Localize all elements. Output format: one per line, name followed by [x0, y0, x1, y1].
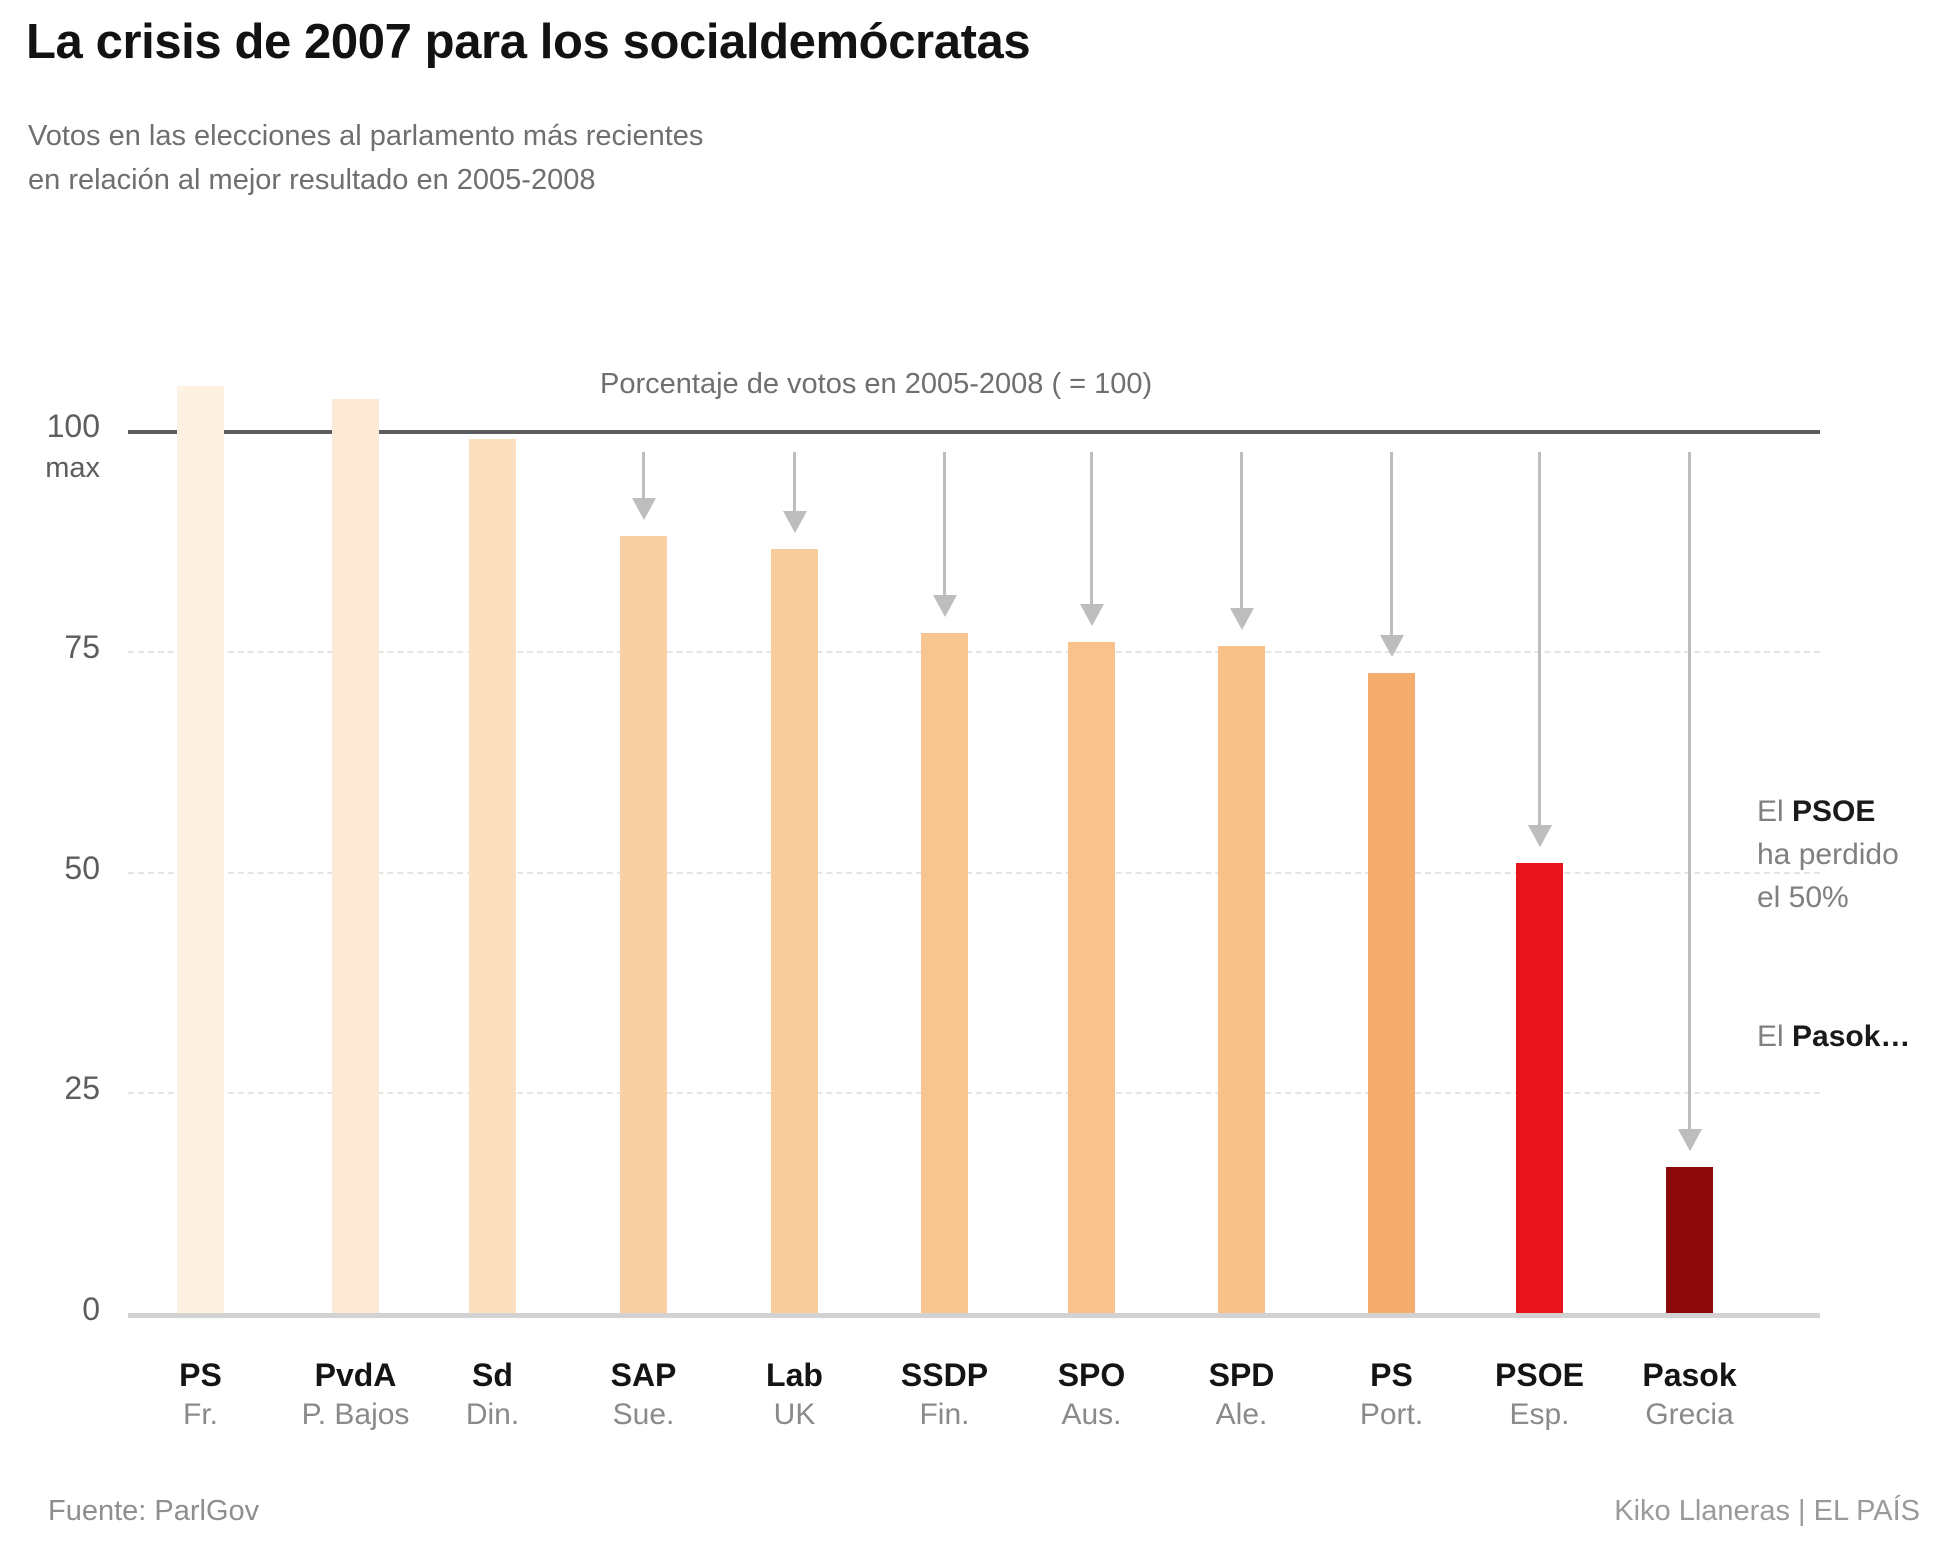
- category-label-6: SPO Aus.: [997, 1355, 1187, 1435]
- category-label-9: PSOE Esp.: [1445, 1355, 1635, 1435]
- drop-arrow-6: [1068, 452, 1115, 626]
- category-party-6: SPO: [1057, 1357, 1126, 1393]
- category-party-9: PSOE: [1495, 1357, 1584, 1393]
- category-label-8: PS Port.: [1297, 1355, 1487, 1435]
- category-party-2: Sd: [472, 1357, 513, 1393]
- drop-arrow-head-3: [631, 497, 656, 520]
- bar-sap-3[interactable]: [620, 535, 667, 1313]
- category-party-0: PS: [179, 1357, 222, 1393]
- category-label-10: Pasok Grecia: [1595, 1355, 1785, 1435]
- bar-spd-7[interactable]: [1218, 646, 1265, 1313]
- callout-pasok-line-1: El Pasok…: [1757, 1020, 1911, 1053]
- drop-arrow-head-4: [782, 511, 807, 534]
- gridline-75: [128, 650, 1820, 653]
- credit-label: Kiko Llaneras | EL PAÍS: [1614, 1495, 1920, 1527]
- bar-ps-0[interactable]: [177, 385, 224, 1313]
- bar-pvda-1[interactable]: [332, 399, 379, 1313]
- y-tick-max-sublabel: max: [45, 452, 100, 484]
- category-country-0: Fr.: [183, 1398, 218, 1431]
- drop-arrow-head-5: [932, 595, 957, 618]
- page-subtitle: Votos en las elecciones al parlamento má…: [28, 114, 703, 202]
- subtitle-line-1: Votos en las elecciones al parlamento má…: [28, 120, 704, 152]
- category-country-5: Fin.: [919, 1398, 970, 1431]
- drop-arrow-shaft-5: [943, 452, 946, 596]
- y-tick-100: 100: [46, 408, 100, 444]
- callout-arrow-head-9: [1527, 824, 1552, 847]
- drop-arrow-head-8: [1379, 634, 1404, 657]
- gridline-50: [128, 871, 1820, 874]
- drop-arrow-shaft-3: [642, 452, 645, 498]
- category-party-3: SAP: [610, 1357, 677, 1393]
- drop-arrow-shaft-6: [1090, 452, 1093, 604]
- source-label: Fuente: ParlGov: [48, 1495, 260, 1527]
- callout-psoe-line-3: el 50%: [1757, 881, 1849, 914]
- bar-psoe-9[interactable]: [1516, 862, 1563, 1313]
- category-party-1: PvdA: [314, 1357, 397, 1393]
- callout-arrow-shaft-10: [1688, 452, 1691, 1130]
- subtitle-line-2: en relación al mejor resultado en 2005-2…: [28, 164, 596, 196]
- bar-sd-2[interactable]: [469, 438, 516, 1313]
- y-tick-0: 0: [82, 1291, 100, 1327]
- callout-arrow-shaft-9: [1538, 452, 1541, 825]
- y-tick-25: 25: [64, 1070, 100, 1107]
- category-country-3: Sue.: [612, 1398, 675, 1431]
- bar-ssdp-5[interactable]: [921, 633, 968, 1313]
- drop-arrow-7: [1218, 452, 1265, 631]
- category-country-10: Grecia: [1645, 1398, 1734, 1431]
- drop-arrow-8: [1368, 452, 1415, 657]
- callout-arrow-9: [1516, 452, 1563, 847]
- page-title: La crisis de 2007 para los socialdemócra…: [26, 15, 1031, 69]
- category-label-3: SAP Sue.: [549, 1355, 739, 1435]
- drop-arrow-5: [921, 452, 968, 618]
- category-label-0: PS Fr.: [106, 1355, 296, 1435]
- category-party-7: SPD: [1208, 1357, 1275, 1393]
- category-country-7: Ale.: [1215, 1398, 1268, 1431]
- reference-line-100: [128, 430, 1820, 434]
- callout-psoe: El PSOE ha perdido el 50%: [1757, 790, 1899, 919]
- category-country-8: Port.: [1359, 1398, 1424, 1431]
- drop-arrow-4: [771, 452, 818, 534]
- drop-arrow-3: [620, 452, 667, 520]
- category-country-6: Aus.: [1061, 1398, 1122, 1431]
- category-label-4: Lab UK: [700, 1355, 890, 1435]
- category-label-7: SPD Ale.: [1147, 1355, 1337, 1435]
- drop-arrow-shaft-4: [793, 452, 796, 512]
- x-axis-baseline: [128, 1313, 1820, 1318]
- bar-pasok-10[interactable]: [1666, 1167, 1713, 1313]
- gridline-25: [128, 1092, 1820, 1095]
- drop-arrow-head-7: [1229, 608, 1254, 631]
- callout-psoe-line-2: ha perdido: [1757, 838, 1899, 871]
- category-party-4: Lab: [766, 1357, 823, 1393]
- callout-pasok: El Pasok…: [1757, 1015, 1910, 1058]
- category-party-5: SSDP: [900, 1357, 989, 1393]
- bar-spo-6[interactable]: [1068, 641, 1115, 1313]
- drop-arrow-shaft-7: [1240, 452, 1243, 609]
- category-label-5: SSDP Fin.: [850, 1355, 1040, 1435]
- category-label-2: Sd Din.: [398, 1355, 588, 1435]
- y-tick-50: 50: [64, 849, 100, 886]
- y-tick-75: 75: [64, 628, 100, 665]
- callout-arrow-head-10: [1677, 1129, 1702, 1152]
- callout-arrow-10: [1666, 452, 1713, 1152]
- category-country-2: Din.: [465, 1398, 520, 1431]
- category-country-9: Esp.: [1509, 1398, 1570, 1431]
- reference-line-note: Porcentaje de votos en 2005-2008 ( = 100…: [600, 368, 1153, 400]
- category-party-8: PS: [1370, 1357, 1413, 1393]
- bar-lab-4[interactable]: [771, 549, 818, 1313]
- category-country-4: UK: [773, 1398, 816, 1431]
- category-country-1: P. Bajos: [301, 1398, 410, 1431]
- drop-arrow-shaft-8: [1390, 452, 1393, 635]
- callout-psoe-line-1: El PSOE: [1757, 795, 1876, 828]
- drop-arrow-head-6: [1079, 603, 1104, 626]
- category-party-10: Pasok: [1642, 1357, 1737, 1393]
- bar-ps-8[interactable]: [1368, 672, 1415, 1313]
- category-label-1: PvdA P. Bajos: [261, 1355, 451, 1435]
